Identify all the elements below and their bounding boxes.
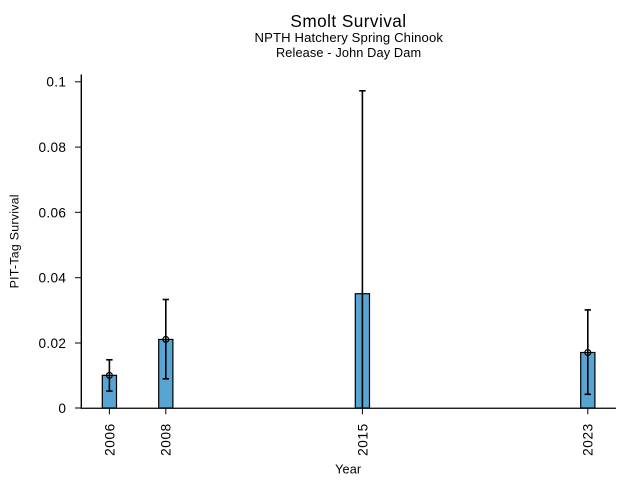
- svg-text:Release - John Day Dam: Release - John Day Dam: [276, 45, 421, 60]
- svg-text:Year: Year: [335, 462, 361, 476]
- svg-text:Smolt Survival: Smolt Survival: [290, 11, 406, 31]
- svg-text:0.08: 0.08: [38, 140, 66, 155]
- svg-text:2023: 2023: [581, 423, 596, 456]
- svg-text:0.1: 0.1: [46, 75, 66, 90]
- svg-text:0.04: 0.04: [38, 271, 66, 286]
- svg-text:0.02: 0.02: [38, 336, 66, 351]
- svg-text:2015: 2015: [355, 423, 370, 456]
- svg-text:2008: 2008: [159, 423, 174, 456]
- svg-text:2006: 2006: [102, 423, 117, 456]
- svg-text:NPTH Hatchery Spring Chinook: NPTH Hatchery Spring Chinook: [255, 30, 444, 45]
- svg-text:PIT-Tag Survival: PIT-Tag Survival: [7, 194, 21, 288]
- svg-text:0.06: 0.06: [38, 205, 66, 220]
- svg-text:0: 0: [58, 401, 66, 416]
